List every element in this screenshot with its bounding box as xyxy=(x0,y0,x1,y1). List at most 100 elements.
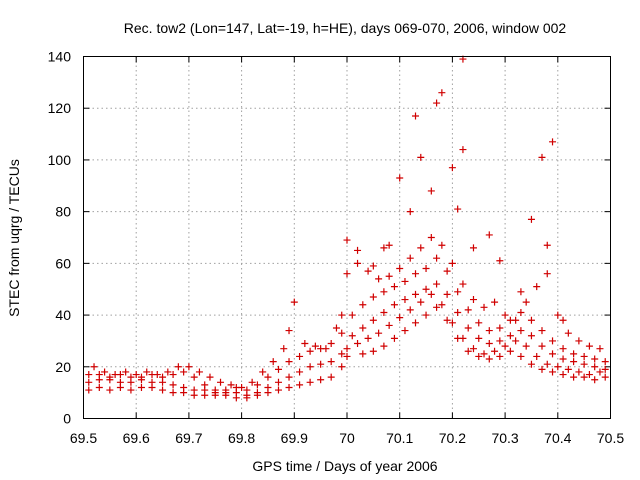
data-point xyxy=(354,340,362,348)
data-point xyxy=(354,259,362,267)
data-point xyxy=(522,342,530,350)
data-point xyxy=(132,371,140,379)
data-point xyxy=(549,337,557,345)
data-point xyxy=(169,371,177,379)
data-point xyxy=(385,272,393,280)
data-point xyxy=(422,265,430,273)
data-point xyxy=(591,355,599,363)
y-tick-label: 40 xyxy=(55,307,71,323)
data-point xyxy=(433,280,441,288)
data-point xyxy=(106,386,114,394)
data-point xyxy=(485,327,493,335)
data-point xyxy=(543,360,551,368)
data-point xyxy=(412,319,420,327)
data-point xyxy=(454,205,462,213)
data-point xyxy=(111,371,119,379)
x-tick-label: 69.5 xyxy=(70,430,97,446)
series-sat-e xyxy=(343,303,609,384)
data-point xyxy=(253,381,261,389)
data-point xyxy=(469,345,477,353)
data-point xyxy=(549,350,557,358)
x-axis-label: GPS time / Days of year 2006 xyxy=(252,458,437,474)
data-point xyxy=(369,347,377,355)
data-point xyxy=(480,350,488,358)
data-point xyxy=(559,355,567,363)
data-point xyxy=(543,241,551,249)
x-tick-label: 69.8 xyxy=(228,430,255,446)
data-point xyxy=(527,215,535,223)
data-point xyxy=(285,373,293,381)
data-point xyxy=(491,298,499,306)
data-point xyxy=(443,316,451,324)
data-point xyxy=(338,329,346,337)
data-point xyxy=(217,378,225,386)
data-point xyxy=(343,345,351,353)
series-sat-i xyxy=(343,234,604,353)
data-point xyxy=(359,301,367,309)
data-point xyxy=(443,267,451,275)
data-point xyxy=(327,358,335,366)
data-point xyxy=(280,345,288,353)
data-point xyxy=(433,254,441,262)
data-point xyxy=(601,358,609,366)
data-point xyxy=(375,275,383,283)
x-tick-labels: 69.5 69.6 69.7 69.8 69.9 70 70.1 70.2 70.3 70.4 70… xyxy=(70,430,624,446)
y-tick-labels: 0 20 40 60 80 100 120 140 xyxy=(48,49,72,427)
data-point xyxy=(412,112,420,120)
data-point xyxy=(259,368,267,376)
data-point xyxy=(380,308,388,316)
data-point xyxy=(85,371,93,379)
data-point xyxy=(95,371,103,379)
data-point xyxy=(496,324,504,332)
data-point xyxy=(433,99,441,107)
data-point xyxy=(369,262,377,270)
data-point xyxy=(296,352,304,360)
data-point xyxy=(296,381,304,389)
y-tick-label: 0 xyxy=(63,411,71,427)
data-point xyxy=(101,368,109,376)
data-point xyxy=(327,340,335,348)
data-point xyxy=(338,350,346,358)
data-point xyxy=(396,174,404,182)
data-point xyxy=(417,153,425,161)
data-point xyxy=(327,373,335,381)
data-point xyxy=(459,334,467,342)
data-point xyxy=(464,347,472,355)
data-point xyxy=(401,327,409,335)
data-point xyxy=(533,283,541,291)
data-point xyxy=(427,187,435,195)
data-point xyxy=(369,293,377,301)
data-point xyxy=(570,373,578,381)
x-tick-label: 70.3 xyxy=(491,430,518,446)
data-point xyxy=(359,324,367,332)
data-point xyxy=(422,311,430,319)
data-point xyxy=(385,241,393,249)
data-point xyxy=(585,342,593,350)
data-point xyxy=(380,244,388,252)
data-point xyxy=(296,368,304,376)
data-point xyxy=(538,327,546,335)
data-point xyxy=(485,231,493,239)
data-point xyxy=(137,383,145,391)
data-point xyxy=(580,360,588,368)
data-point xyxy=(591,376,599,384)
data-point xyxy=(522,298,530,306)
x-tick-label: 70.2 xyxy=(439,430,466,446)
data-point xyxy=(501,342,509,350)
data-point xyxy=(190,373,198,381)
data-point xyxy=(417,298,425,306)
data-point xyxy=(380,342,388,350)
data-point xyxy=(585,371,593,379)
data-point xyxy=(106,373,114,381)
data-point xyxy=(475,352,483,360)
data-point xyxy=(575,368,583,376)
data-point xyxy=(174,363,182,371)
data-point xyxy=(306,347,314,355)
data-point xyxy=(354,246,362,254)
series-sat-j xyxy=(343,55,567,324)
x-tick-label: 70.5 xyxy=(597,430,624,446)
data-point xyxy=(475,334,483,342)
data-point xyxy=(159,386,167,394)
data-point xyxy=(306,378,314,386)
series-sat-f xyxy=(343,290,604,379)
